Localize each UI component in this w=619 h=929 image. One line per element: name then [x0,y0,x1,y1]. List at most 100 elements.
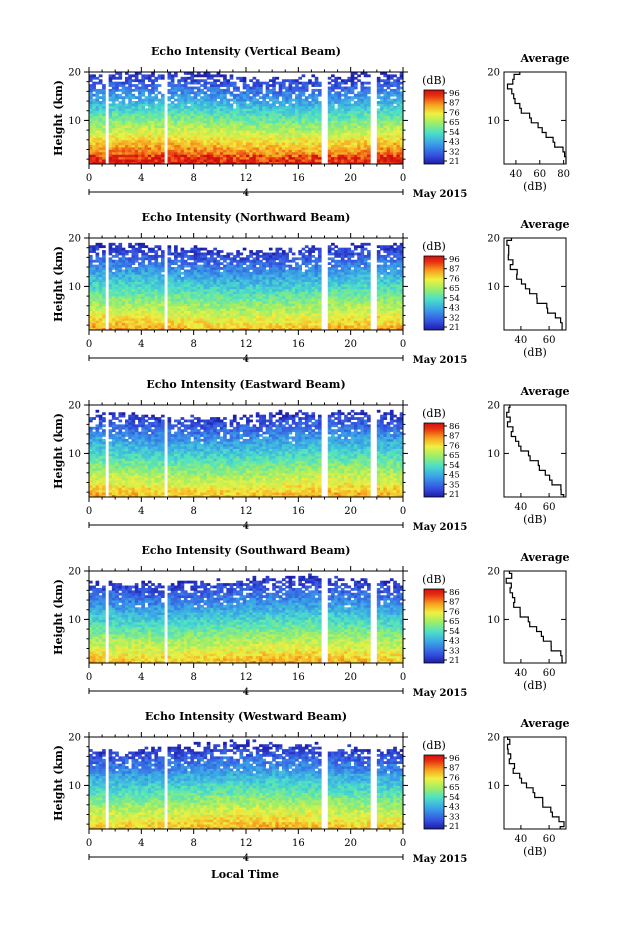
heatmap-cell [131,84,136,87]
heatmap-cell [350,88,355,92]
heatmap-cell [95,293,100,297]
heatmap-cell [131,118,136,121]
heatmap-cell [285,144,289,148]
heatmap-cell [226,149,231,153]
heatmap-cell [242,247,247,251]
heatmap-cell [223,144,227,148]
heatmap-cell [203,293,208,297]
heatmap-cell [170,115,175,119]
heatmap-cell [131,303,136,307]
heatmap-cell [327,122,332,126]
heatmap-cell [144,281,149,285]
heatmap-cell [246,310,250,314]
heatmap-cell [242,259,247,263]
heatmap-cell [203,127,208,131]
heatmap-cell [108,147,113,150]
heatmap-cell [255,276,260,280]
heatmap-cell [144,156,149,160]
heatmap-cell [174,142,178,146]
heatmap-cell [278,132,283,136]
heatmap-cell [272,142,276,146]
heatmap-cell [389,103,394,107]
heatmap-cell [115,291,119,295]
heatmap-cell [242,286,247,290]
heatmap-cell [206,284,211,287]
heatmap-cell [160,298,165,302]
heatmap-cell [170,320,175,324]
heatmap-cell [249,156,253,160]
heatmap-cell [190,271,195,275]
heatmap-cell [298,154,302,158]
heatmap-cell [331,118,335,121]
heatmap-cell [331,130,335,133]
heatmap-cell [89,147,93,150]
heatmap-cell [281,130,286,133]
heatmap-cell [259,259,263,263]
heatmap-cell [308,79,312,83]
heatmap-cell [360,84,365,87]
heatmap-cell [389,137,394,141]
heatmap-cell [193,305,198,309]
heatmap-cell [281,144,286,148]
heatmap-cell [167,139,172,143]
heatmap-cell [190,281,195,285]
heatmap-cell [389,125,394,129]
heatmap-cell [285,115,289,119]
heatmap-cell [308,144,312,148]
heatmap-cell [154,259,159,263]
heatmap-cell [272,281,276,285]
heatmap-cell [196,110,201,114]
heatmap-cell [223,74,227,78]
heatmap-cell [304,113,309,116]
heatmap-cell [196,139,201,143]
heatmap-cell [350,139,355,143]
heatmap-cell [196,113,201,116]
heatmap-cell [193,93,198,97]
heatmap-cell [177,139,181,143]
heatmap-cell [272,305,276,309]
heatmap-cell [160,159,165,162]
heatmap-cell [210,300,214,304]
heatmap-cell [347,127,352,131]
heatmap-cell [180,293,185,297]
heatmap-cell [121,281,126,285]
heatmap-cell [196,125,201,129]
heatmap-cell [399,93,404,97]
heatmap-cell [367,101,371,104]
heatmap-cell [252,127,257,131]
heatmap-cell [334,91,338,95]
heatmap-cell [216,132,221,136]
heatmap-cell [278,274,283,278]
x-tick-label: 0 [400,173,406,184]
heatmap-cell [331,127,335,131]
heatmap-cell [98,313,103,316]
heatmap-cell [131,127,136,131]
heatmap-cell [252,137,257,141]
heatmap-cell [174,313,178,316]
heatmap-cell [141,139,145,143]
heatmap-cell [121,271,126,275]
heatmap-cell [128,76,132,80]
heatmap-cell [223,139,227,143]
heatmap-cell [147,79,152,83]
heatmap-cell [154,122,159,126]
heatmap-cell [124,325,129,328]
heatmap-cell [239,267,244,270]
heatmap-cell [170,315,175,319]
heatmap-cell [278,271,283,275]
heatmap-cell [144,159,149,162]
heatmap-cell [246,257,250,261]
heatmap-cell [111,276,116,280]
heatmap-cell [131,96,136,100]
heatmap-cell [242,132,247,136]
heatmap-cell [157,322,162,326]
heatmap-cell [357,130,361,133]
heatmap-cell [327,91,332,95]
heatmap-cell [174,293,178,297]
heatmap-cell [291,147,296,150]
heatmap-cell [353,84,358,87]
heatmap-cell [200,118,204,121]
heatmap-cell [304,108,309,112]
heatmap-cell [246,134,250,138]
heatmap-cell [141,147,145,150]
